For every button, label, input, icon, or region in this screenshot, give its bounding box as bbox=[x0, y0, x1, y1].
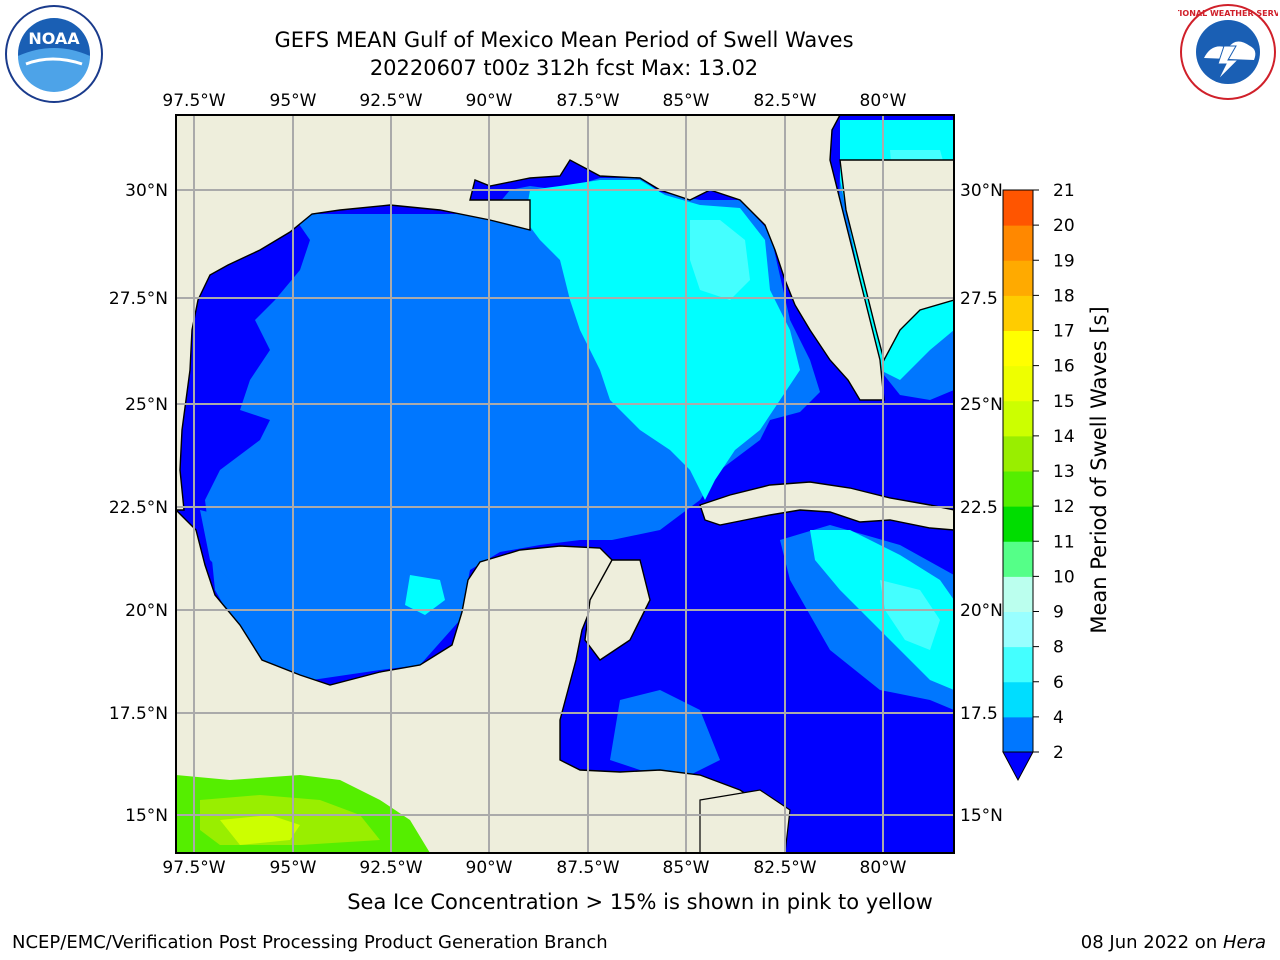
lon-label-bottom: 95°W bbox=[270, 858, 317, 878]
colorbar-extend-arrow bbox=[1002, 751, 1034, 782]
lon-label-bottom: 85°W bbox=[663, 858, 710, 878]
lat-label-left: 30°N bbox=[125, 181, 168, 201]
colorbar-tick-label: 8 bbox=[1053, 638, 1064, 658]
lat-labels-right: 30°N 27.5 25°N 22.5 20°N 17.5 15°N bbox=[960, 181, 1003, 826]
lat-label-left: 17.5°N bbox=[109, 704, 168, 724]
colorbar-tick-label: 2 bbox=[1053, 743, 1064, 763]
colorbar-segment bbox=[1003, 576, 1033, 612]
colorbar-segment bbox=[1003, 611, 1033, 648]
colorbar-segment bbox=[1003, 541, 1033, 577]
noaa-logo-text: NOAA bbox=[28, 29, 80, 48]
colorbar-tick-label: 16 bbox=[1053, 357, 1075, 377]
lon-label-top: 92.5°W bbox=[359, 91, 422, 111]
nws-logo-text: NATIONAL WEATHER SERVICE bbox=[1178, 9, 1278, 18]
colorbar-segment bbox=[1003, 400, 1033, 437]
colorbar-tick-label: 19 bbox=[1053, 251, 1075, 271]
lon-label-top: 82.5°W bbox=[753, 91, 816, 111]
colorbar-tick-label: 20 bbox=[1053, 216, 1075, 236]
colorbar-tick-label: 12 bbox=[1053, 497, 1075, 517]
colorbar-segment bbox=[1003, 506, 1033, 542]
lat-label-right: 27.5 bbox=[960, 289, 998, 309]
lon-label-bottom: 87.5°W bbox=[556, 858, 619, 878]
footer-branch: NCEP/EMC/Verification Post Processing Pr… bbox=[12, 932, 608, 953]
colorbar-tick-label: 4 bbox=[1053, 708, 1064, 728]
lon-label-top: 85°W bbox=[663, 91, 710, 111]
lon-labels-bottom: 97.5°W 95°W 92.5°W 90°W 87.5°W 85°W 82.5°W 80°W bbox=[162, 858, 906, 878]
lon-label-top: 80°W bbox=[860, 91, 907, 111]
lat-label-left: 15°N bbox=[125, 806, 168, 826]
lon-label-top: 95°W bbox=[270, 91, 317, 111]
map-subtitle: 20220607 t00z 312h fcst Max: 13.02 bbox=[369, 56, 759, 80]
map-title: GEFS MEAN Gulf of Mexico Mean Period of … bbox=[274, 28, 854, 52]
sea-ice-note: Sea Ice Concentration > 15% is shown in … bbox=[347, 890, 933, 914]
colorbar-segment bbox=[1003, 365, 1033, 402]
lat-label-right: 20°N bbox=[960, 601, 1003, 621]
lon-label-bottom: 82.5°W bbox=[753, 858, 816, 878]
colorbar-segment bbox=[1003, 435, 1033, 472]
lon-label-top: 90°W bbox=[466, 91, 513, 111]
lat-label-right: 22.5 bbox=[960, 498, 998, 518]
lat-label-right: 25°N bbox=[960, 395, 1003, 415]
colorbar-segment bbox=[1003, 471, 1033, 507]
lat-label-right: 30°N bbox=[960, 181, 1003, 201]
map-plot-area bbox=[176, 115, 954, 853]
colorbar-segment bbox=[1003, 190, 1033, 226]
land-honduras bbox=[699, 789, 791, 853]
noaa-logo: NOAA bbox=[4, 4, 104, 108]
colorbar: 2 4 6 8 9 10 11 12 13 14 15 16 17 18 19 20 21 bbox=[1002, 181, 1075, 782]
lat-label-right: 17.5 bbox=[960, 704, 998, 724]
footer-date-text: 08 Jun 2022 on bbox=[1080, 932, 1223, 953]
lat-label-left: 22.5°N bbox=[109, 498, 168, 518]
lat-labels-left: 30°N 27.5°N 25°N 22.5°N 20°N 17.5°N 15°N bbox=[109, 181, 168, 826]
lon-label-bottom: 97.5°W bbox=[162, 858, 225, 878]
lat-label-left: 25°N bbox=[125, 395, 168, 415]
colorbar-segment bbox=[1003, 295, 1033, 331]
colorbar-segment bbox=[1003, 225, 1033, 261]
lat-label-left: 20°N bbox=[125, 601, 168, 621]
colorbar-tick-label: 9 bbox=[1053, 603, 1064, 623]
colorbar-segment bbox=[1003, 646, 1033, 683]
colorbar-tick-label: 10 bbox=[1053, 567, 1075, 587]
colorbar-tick-label: 14 bbox=[1053, 427, 1075, 447]
footer-host: Hera bbox=[1222, 932, 1266, 953]
colorbar-tick-label: 17 bbox=[1053, 322, 1075, 342]
colorbar-segment bbox=[1003, 681, 1033, 718]
colorbar-tick-label: 11 bbox=[1053, 532, 1075, 552]
lon-label-bottom: 90°W bbox=[466, 858, 513, 878]
colorbar-tick-label: 15 bbox=[1053, 392, 1075, 412]
lat-label-right: 15°N bbox=[960, 806, 1003, 826]
graticule bbox=[176, 115, 954, 853]
colorbar-label: Mean Period of Swell Waves [s] bbox=[1087, 306, 1111, 633]
colorbar-tick-label: 18 bbox=[1053, 286, 1075, 306]
colorbar-segment bbox=[1003, 330, 1033, 367]
map-frame bbox=[175, 114, 955, 854]
colorbar-segment bbox=[1003, 716, 1033, 753]
colorbar-segment bbox=[1003, 260, 1033, 296]
colorbar-tick-label: 21 bbox=[1053, 181, 1075, 201]
lon-label-top: 97.5°W bbox=[162, 91, 225, 111]
colorbar-tick-label: 13 bbox=[1053, 462, 1075, 482]
footer-date: 08 Jun 2022 on Hera bbox=[1081, 932, 1266, 953]
lon-labels-top: 97.5°W 95°W 92.5°W 90°W 87.5°W 85°W 82.5°W 80°W bbox=[162, 91, 906, 111]
nws-logo: NATIONAL WEATHER SERVICE bbox=[1162, 2, 1280, 106]
lon-label-top: 87.5°W bbox=[556, 91, 619, 111]
lon-label-bottom: 80°W bbox=[860, 858, 907, 878]
colorbar-tick-label: 6 bbox=[1053, 673, 1064, 693]
lon-label-bottom: 92.5°W bbox=[359, 858, 422, 878]
lat-label-left: 27.5°N bbox=[109, 289, 168, 309]
